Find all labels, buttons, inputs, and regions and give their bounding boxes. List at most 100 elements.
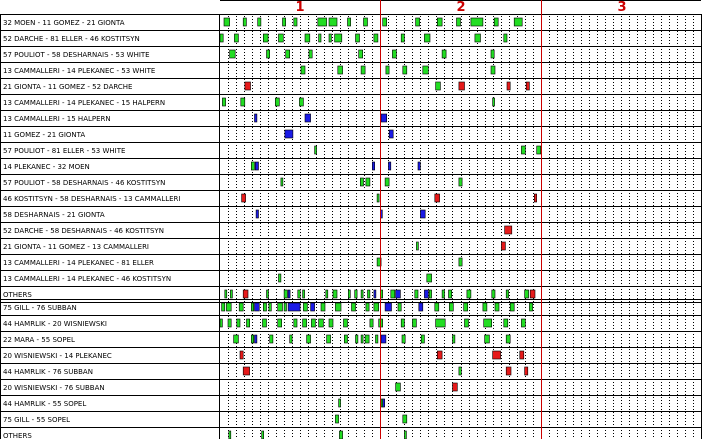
shift-bar-blue	[424, 289, 429, 299]
shift-bar-blue	[418, 302, 424, 312]
shift-bar-green	[242, 17, 247, 27]
shift-bar-green	[422, 65, 429, 75]
shift-bar-red	[436, 350, 443, 360]
shift-bar-green	[277, 302, 283, 312]
forward-line-row-label: 52 DARCHE - 58 DESHARNAIS - 46 KOSTITSYN	[3, 227, 164, 235]
shift-bar-green	[297, 289, 301, 299]
shift-bar-green	[513, 17, 523, 27]
forward-line-row: 13 CAMMALLERI - 15 HALPERN	[0, 110, 701, 123]
shift-bar-blue	[384, 302, 392, 312]
shift-bar-blue	[284, 129, 294, 139]
shift-bar-green	[223, 17, 230, 27]
shift-bar-green	[268, 302, 272, 312]
shift-bar-green	[360, 334, 364, 344]
shift-bar-blue	[388, 129, 394, 139]
shift-bar-green	[400, 318, 405, 328]
shift-bar-green	[458, 366, 462, 376]
shift-bar-green	[318, 318, 324, 328]
shift-bar-green	[234, 33, 239, 43]
shift-bar-red	[244, 81, 251, 91]
shift-bar-green	[505, 334, 511, 344]
shift-bar-green	[493, 17, 499, 27]
shift-bar-green	[293, 17, 298, 27]
shift-bar-green	[435, 318, 446, 328]
forward-line-row: 21 GIONTA - 11 GOMEZ - 52 DARCHE	[0, 78, 701, 91]
shift-bar-green	[221, 302, 226, 312]
shift-bar-green	[503, 318, 509, 328]
shift-bar-green	[369, 318, 374, 328]
shift-bar-green	[351, 302, 356, 312]
shift-bar-green	[251, 302, 255, 312]
shift-bar-green	[318, 33, 322, 43]
defense-pair-row-label: 20 WISNIEWSKI - 14 PLEKANEC	[3, 352, 112, 360]
shift-bar-green	[509, 302, 515, 312]
shift-bar-green	[320, 302, 326, 312]
shift-bar-red	[524, 366, 529, 376]
shift-bar-green	[390, 289, 396, 299]
shift-bar-green	[452, 334, 456, 344]
shift-bar-green	[262, 33, 269, 43]
shift-bar-green	[308, 49, 313, 59]
shift-bar-green	[492, 97, 495, 107]
shift-bar-green	[338, 398, 341, 408]
shift-bar-red	[458, 81, 465, 91]
shift-bar-green	[392, 49, 397, 59]
shift-bar-green	[302, 318, 307, 328]
forward-line-row: 14 PLEKANEC - 32 MOEN	[0, 158, 701, 171]
shift-bar-green	[293, 318, 298, 328]
shift-bar-green	[397, 302, 402, 312]
shift-bar-green	[373, 302, 379, 312]
shift-bar-green	[306, 334, 311, 344]
shift-bar-green	[262, 318, 267, 328]
defense-pair-row: 22 MARA - 55 SOPEL	[0, 331, 701, 344]
shift-bar-green	[246, 318, 251, 328]
shift-bar-blue	[255, 161, 259, 171]
defense-pair-row-label: 44 HAMRLIK - 20 WISNIEWSKI	[3, 320, 107, 328]
shift-bar-blue	[373, 289, 377, 299]
forward-line-row-label: 13 CAMMALLERI - 14 PLEKANEC - 53 WHITE	[3, 67, 155, 75]
shift-bar-red	[434, 193, 440, 203]
forward-line-row: 21 GIONTA - 11 GOMEZ - 13 CAMMALLERI	[0, 238, 701, 251]
shift-bar-green	[448, 289, 453, 299]
shift-bar-red	[242, 366, 250, 376]
shift-bar-green	[426, 273, 432, 283]
forward-line-row: 57 POULIOT - 58 DESHARNAIS - 53 WHITE	[0, 46, 701, 59]
forward-line-row-label: 57 POULIOT - 81 ELLER - 53 WHITE	[3, 147, 125, 155]
shift-bar-green	[364, 334, 370, 344]
forward-line-row: 11 GOMEZ - 21 GIONTA	[0, 126, 701, 139]
shift-bar-green	[404, 430, 407, 439]
shift-bar-green	[521, 318, 526, 328]
shift-bar-green	[282, 17, 287, 27]
forward-line-row-label: 52 DARCHE - 81 ELLER - 46 KOSTITSYN	[3, 35, 140, 43]
shift-bar-green	[524, 289, 529, 299]
period-label-2: 2	[456, 0, 465, 15]
shift-bar-green	[226, 302, 232, 312]
shift-bar-green	[219, 318, 223, 328]
shift-bar-green	[251, 161, 255, 171]
shift-bar-green	[303, 302, 308, 312]
shift-bar-green	[360, 289, 364, 299]
shift-bar-green	[365, 302, 370, 312]
period-labels: 1 2 3	[295, 0, 626, 15]
shift-bar-green	[415, 17, 420, 27]
forward-line-row: 52 DARCHE - 81 ELLER - 46 KOSTITSYN	[0, 30, 701, 43]
shift-bar-green	[228, 430, 232, 439]
shift-bar-blue	[254, 113, 258, 123]
shift-bar-green	[384, 177, 390, 187]
defense-pair-row: 44 HAMRLIK - 55 SOPEL	[0, 395, 701, 408]
shift-bar-green	[328, 33, 332, 43]
shift-bar-red	[505, 366, 512, 376]
shift-bar-green	[424, 33, 431, 43]
defense-pair-row-label: 75 GILL - 76 SUBBAN	[3, 304, 77, 312]
shift-bar-blue	[304, 113, 311, 123]
shift-bar-green	[314, 145, 317, 155]
shift-bar-green	[337, 65, 343, 75]
shift-bar-green	[494, 302, 500, 312]
shift-bar-green	[448, 302, 454, 312]
shift-bar-red	[239, 350, 244, 360]
shift-bar-green	[521, 145, 526, 155]
shift-bar-green	[414, 289, 419, 299]
forward-line-row-label: 13 CAMMALLERI - 14 PLEKANEC - 15 HALPERN	[3, 99, 165, 107]
